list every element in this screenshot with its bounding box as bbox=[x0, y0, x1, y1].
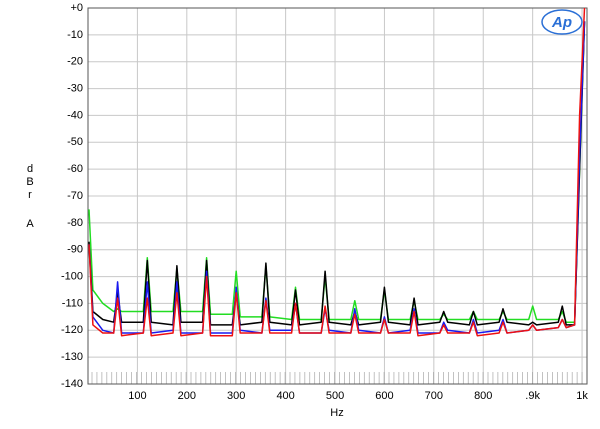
plot-frame bbox=[87, 7, 588, 385]
y-tick-label: -140 bbox=[61, 378, 83, 390]
y-tick-label: -100 bbox=[61, 270, 83, 282]
y-tick-label: -30 bbox=[67, 82, 83, 94]
y-tick-label: -120 bbox=[61, 324, 83, 336]
y-tick-label: -60 bbox=[67, 163, 83, 175]
y-tick-label: -40 bbox=[67, 109, 83, 121]
x-tick-label: 300 bbox=[227, 390, 245, 402]
y-tick-label: -10 bbox=[67, 29, 83, 41]
y-tick-label: -50 bbox=[67, 136, 83, 148]
logo-ring bbox=[541, 9, 583, 35]
x-tick-label: .9k bbox=[525, 390, 540, 402]
x-tick-label: 800 bbox=[474, 390, 492, 402]
x-tick-label: 500 bbox=[326, 390, 344, 402]
y-tick-label: -80 bbox=[67, 217, 83, 229]
y-tick-label: -20 bbox=[67, 56, 83, 68]
y-tick-label: -70 bbox=[67, 190, 83, 202]
y-axis-label-unit: A bbox=[26, 218, 34, 230]
logo-text: Ap bbox=[551, 14, 572, 31]
series-line bbox=[88, 7, 586, 337]
y-tick-label: -110 bbox=[62, 297, 83, 309]
x-tick-label: 600 bbox=[375, 390, 393, 402]
x-axis-label: Hz bbox=[330, 407, 343, 419]
y-axis-label: dBr bbox=[26, 163, 34, 201]
y-tick-label: -90 bbox=[67, 244, 83, 256]
series-line bbox=[88, 21, 586, 323]
y-tick-label: +0 bbox=[70, 2, 83, 14]
x-tick-label: 400 bbox=[276, 390, 294, 402]
x-tick-label: 200 bbox=[178, 390, 196, 402]
x-tick-label: 100 bbox=[128, 390, 146, 402]
logo: Ap bbox=[541, 9, 583, 35]
y-tick-label: -130 bbox=[61, 351, 83, 363]
series-line bbox=[88, 21, 586, 326]
x-tick-label: 1k bbox=[576, 390, 588, 402]
x-tick-label: 700 bbox=[425, 390, 443, 402]
series-line bbox=[88, 21, 586, 334]
